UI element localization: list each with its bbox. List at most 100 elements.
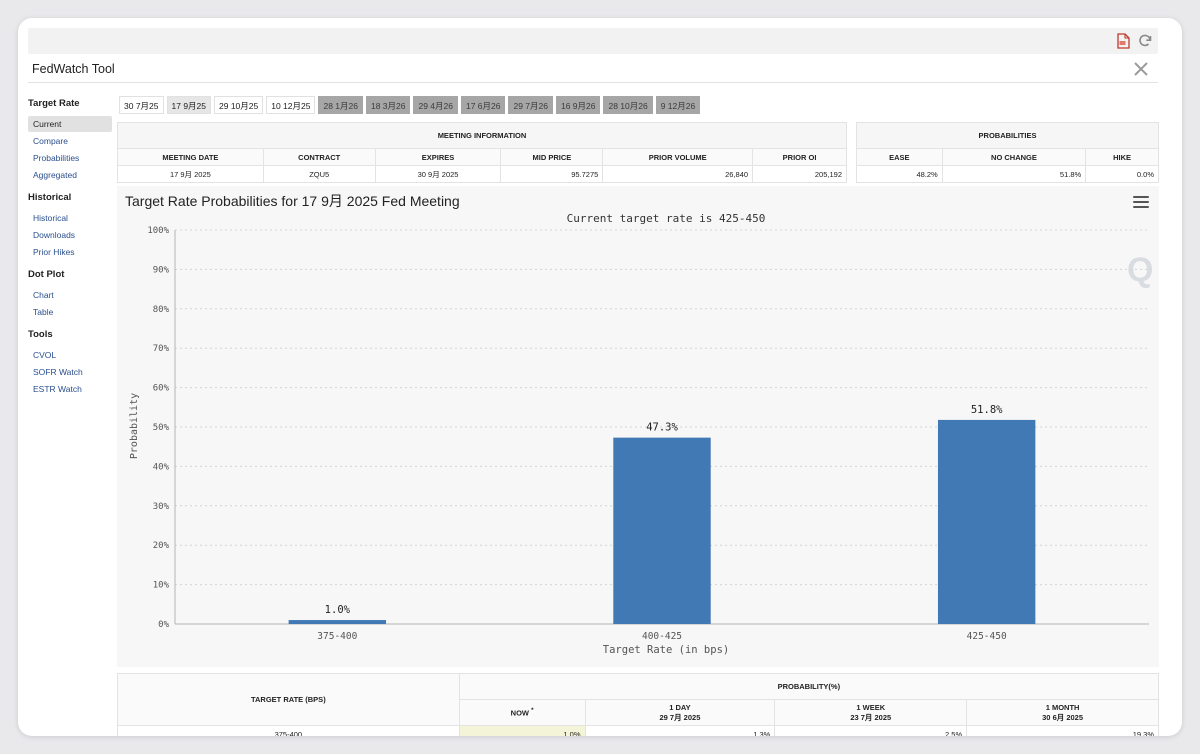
table-cell: 205,192 (752, 165, 847, 183)
y-tick-label: 10% (153, 581, 170, 591)
y-tick-label: 60% (153, 384, 170, 394)
column-header-date: 23 7月 2025 (850, 712, 892, 722)
sidebar-group-target-rate: Target Rate Current Compare Probabilitie… (28, 98, 112, 183)
footnote-mark: * (531, 707, 534, 715)
data-label: 1.0% (325, 604, 351, 616)
table-cell: 0.0% (1085, 165, 1159, 183)
column-header: MEETING DATE (117, 148, 264, 166)
sidebar-item-estr-watch[interactable]: ESTR Watch (33, 384, 82, 394)
bar (613, 437, 711, 624)
sidebar-heading: Historical (28, 192, 72, 203)
y-tick-label: 20% (153, 541, 170, 551)
sidebar-heading: Target Rate (28, 98, 80, 109)
y-tick-label: 100% (147, 226, 169, 236)
x-axis-title: Target Rate (in bps) (603, 644, 729, 656)
table-cell-rate: 375-400 (117, 725, 460, 736)
sidebar-item-chart[interactable]: Chart (33, 290, 54, 300)
probability-chart: Q Current target rate is 425-450 Probabi… (117, 186, 1159, 667)
sidebar-item-cvol[interactable]: CVOL (33, 350, 57, 360)
column-header: EASE (856, 148, 943, 166)
y-tick-label: 80% (153, 305, 170, 315)
y-tick-label: 30% (153, 502, 170, 512)
tab-meeting-date[interactable]: 29 10月25 (214, 96, 264, 114)
chart-canvas: Q Current target rate is 425-450 Probabi… (129, 212, 1153, 656)
y-tick-label: 0% (158, 620, 169, 630)
sidebar-group-tools: Tools CVOL SOFR Watch ESTR Watch (28, 329, 112, 397)
column-header-label: NOW (510, 708, 529, 718)
q-logo-icon: Q (1127, 251, 1153, 289)
y-tick-label: 90% (153, 265, 170, 275)
sidebar-item-current[interactable]: Current (28, 116, 112, 132)
svg-text:Q: Q (1127, 251, 1153, 289)
top-toolbar (28, 28, 1158, 54)
sidebar-item-historical[interactable]: Historical (33, 213, 68, 223)
table-cell: 95.7275 (500, 165, 604, 183)
column-header: PRIOR VOLUME (602, 148, 754, 166)
tab-meeting-date[interactable]: 29 4月26 (413, 96, 458, 114)
column-header-label: 1 MONTH (1045, 702, 1080, 712)
column-header-date: 29 7月 2025 (659, 712, 701, 722)
sidebar-group-historical: Historical Historical Downloads Prior Hi… (28, 192, 112, 260)
sidebar-item-downloads[interactable]: Downloads (33, 230, 76, 240)
sidebar-item-table[interactable]: Table (33, 307, 54, 317)
table-cell: 1.0% (458, 725, 586, 736)
bar (288, 620, 387, 624)
x-tick-label: 375-400 (317, 631, 357, 642)
column-header-1-day: 1 DAY 29 7月 2025 (584, 699, 776, 726)
tab-meeting-date[interactable]: 18 3月26 (365, 96, 411, 114)
y-tick-label: 70% (153, 344, 170, 354)
column-header: TARGET RATE (BPS) (117, 673, 460, 726)
table-cell: 48.2% (856, 165, 943, 183)
column-header-1-month: 1 MONTH 30 6月 2025 (966, 699, 1159, 726)
refresh-icon[interactable] (1136, 32, 1154, 50)
column-header: MID PRICE (500, 148, 604, 166)
x-tick-label: 425-450 (967, 631, 1007, 642)
tab-meeting-date[interactable]: 28 10月26 (603, 96, 653, 114)
column-header: EXPIRES (374, 148, 502, 166)
tab-meeting-date[interactable]: 17 6月26 (460, 96, 506, 114)
sidebar-group-dot-plot: Dot Plot Chart Table (28, 269, 112, 320)
table-cell: 19.3% (966, 725, 1159, 736)
chart-subtitle: Current target rate is 425-450 (567, 212, 766, 225)
table-cell: 2.5% (774, 725, 968, 736)
tab-meeting-date[interactable]: 16 9月26 (555, 96, 601, 114)
table-cell: 17 9月 2025 (117, 165, 264, 183)
table-cell: 51.8% (941, 165, 1087, 183)
table-cell: ZQU5 (262, 165, 376, 183)
meeting-date-tabs: 30 7月25 17 9月25 29 10月25 10 12月25 28 1月2… (119, 96, 701, 114)
column-header: PROBABILITY(%) (458, 673, 1160, 700)
sidebar-item-compare[interactable]: Compare (33, 136, 68, 146)
target-rate-probability-table: TARGET RATE (BPS) PROBABILITY(%) NOW * 1… (117, 673, 1160, 736)
tool-title: FedWatch Tool (32, 62, 115, 76)
tab-meeting-date[interactable]: 30 7月25 (119, 96, 164, 114)
table-caption: MEETING INFORMATION (117, 122, 847, 149)
table-row: 48.2% 51.8% 0.0% (856, 165, 1159, 183)
app-window: FedWatch Tool Target Rate Current Compar… (18, 18, 1182, 736)
table-cell: 30 9月 2025 (374, 165, 502, 183)
tab-meeting-date[interactable]: 28 1月26 (318, 96, 363, 114)
sidebar-item-prior-hikes[interactable]: Prior Hikes (33, 247, 75, 257)
column-header-now: NOW * (458, 699, 586, 726)
y-axis-title: Probability (129, 393, 140, 459)
bar (937, 419, 1036, 624)
table-cell: 26,840 (602, 165, 754, 183)
tab-meeting-date[interactable]: 10 12月25 (266, 96, 316, 114)
export-pdf-icon[interactable] (1114, 32, 1132, 50)
column-header-date: 30 6月 2025 (1042, 712, 1084, 722)
probabilities-table: PROBABILITIES EASE NO CHANGE HIKE 48.2% … (856, 122, 1159, 183)
x-icon[interactable] (1132, 60, 1150, 78)
tab-meeting-date[interactable]: 9 12月26 (655, 96, 701, 114)
table-caption: PROBABILITIES (856, 122, 1159, 149)
sidebar-item-sofr-watch[interactable]: SOFR Watch (33, 367, 83, 377)
column-header-label: 1 DAY (669, 702, 691, 712)
hamburger-menu-icon[interactable] (1133, 196, 1149, 210)
tab-meeting-date[interactable]: 29 7月26 (508, 96, 553, 114)
y-tick-label: 40% (153, 462, 170, 472)
sidebar-heading: Dot Plot (28, 269, 65, 280)
column-header: HIKE (1085, 148, 1159, 166)
chart-title: Target Rate Probabilities for 17 9月 2025… (125, 193, 460, 209)
column-header: PRIOR OI (752, 148, 847, 166)
sidebar-item-probabilities[interactable]: Probabilities (33, 153, 80, 163)
tab-meeting-date-active[interactable]: 17 9月25 (166, 96, 211, 114)
sidebar-item-aggregated[interactable]: Aggregated (33, 170, 77, 180)
